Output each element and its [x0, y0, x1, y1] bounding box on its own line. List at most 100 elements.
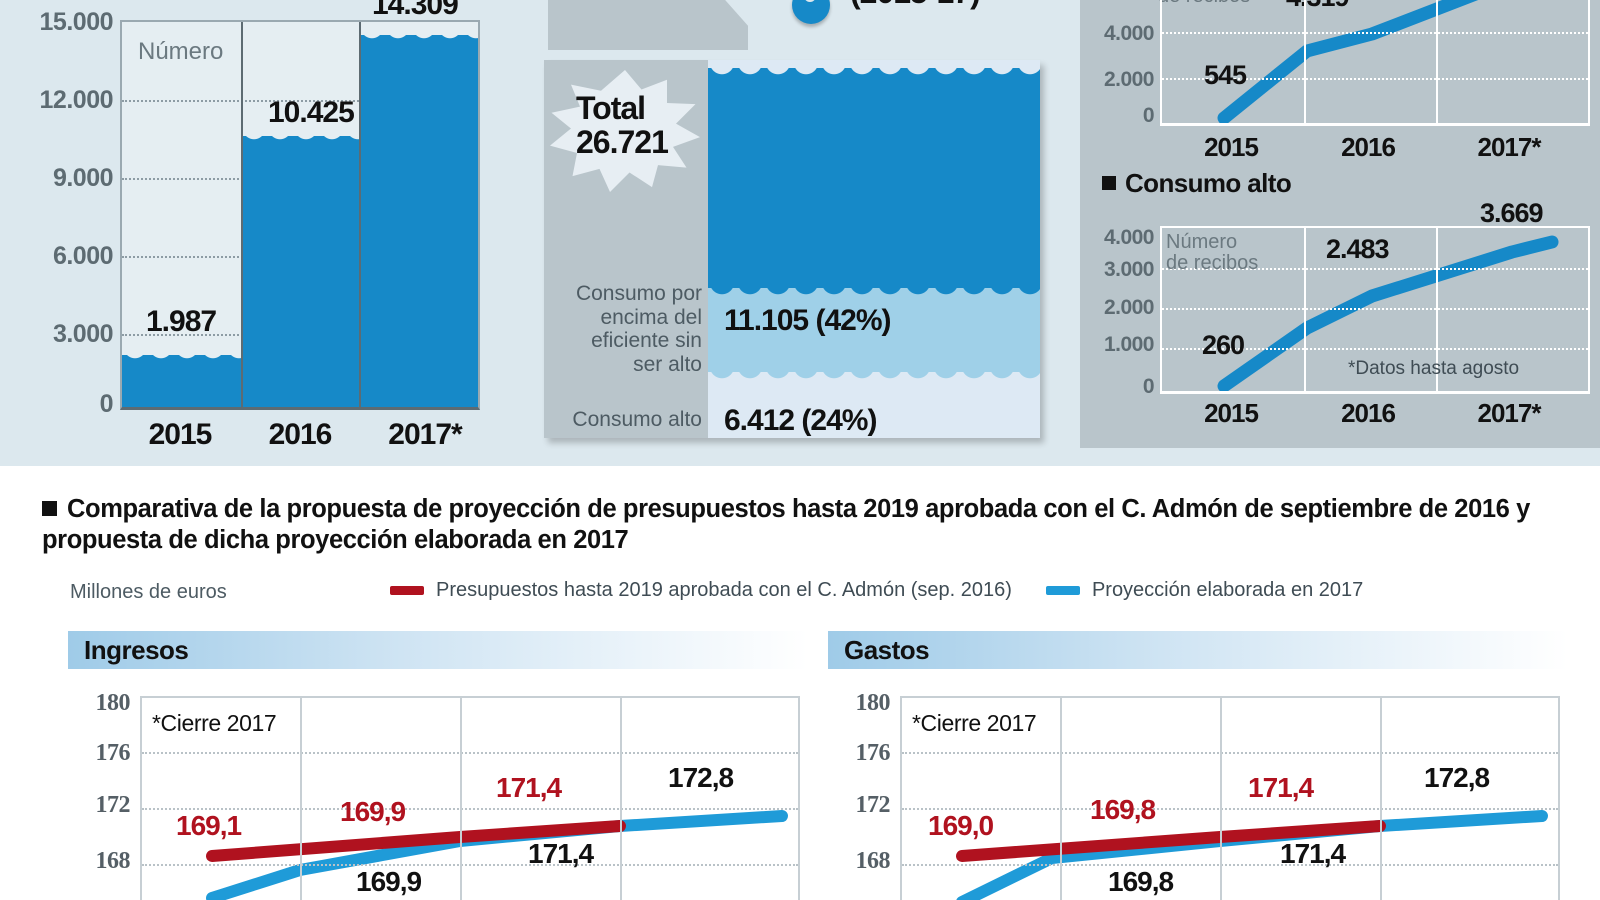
gastos-blk-2018: 171,4 [1280, 838, 1346, 869]
mini-bottom-value-2017: 3.669 [1480, 198, 1544, 228]
mini-bottom-x-tick: 2015 [1204, 398, 1259, 428]
pool-value-medio-number: 11.105 [724, 304, 809, 337]
bar-chart-axis-note: Número [138, 38, 224, 65]
bar-value-2015: 1.987 [146, 305, 217, 338]
pool-value-medio: 11.105 (42%) [724, 304, 891, 338]
mini-top-y-tick: 0 [1142, 104, 1155, 127]
pool-total-value: 26.721 [576, 123, 669, 160]
legend-label-blue: Proyección elaborada en 2017 [1091, 579, 1364, 601]
gridline [902, 808, 1558, 810]
legend-item-presupuestos: Presupuestos hasta 2019 aprobada con el … [390, 579, 1012, 602]
mini-top-x-tick: 2017* [1477, 132, 1542, 162]
mini-bottom-line [1217, 235, 1559, 391]
mini-bottom-x-tick: 2017* [1477, 398, 1542, 428]
pool-container: Total 26.721 Consumo por encima del efic… [544, 60, 1040, 438]
gridline [902, 864, 1558, 866]
bar-value-2017: 14.309 [372, 0, 459, 21]
top-section: 15.000 12.000 9.000 6.000 3.000 0 [0, 0, 1600, 466]
pool-scallop-top [708, 60, 1040, 82]
column-divider [620, 698, 622, 900]
column-divider [359, 22, 362, 407]
y-tick: 3.000 [52, 320, 114, 348]
pool-layer-resto [708, 68, 1040, 288]
ingresos-blk-2018: 171,4 [528, 838, 594, 869]
mini-bottom-x-tick: 2016 [1341, 398, 1396, 428]
ingresos-red-2016: 169,1 [176, 810, 242, 841]
mini-top-axis-note: de recibos [1158, 0, 1250, 7]
bullet-square-icon [1102, 176, 1116, 190]
mini-bottom-plot-area [1160, 226, 1590, 394]
legend-label-red: Presupuestos hasta 2019 aprobada con el … [436, 579, 1012, 601]
mini-top-value-2015: 545 [1204, 60, 1247, 90]
gastos-blk-2019: 172,8 [1424, 762, 1490, 793]
mini-top-x-tick: 2016 [1341, 132, 1396, 162]
x-tick-2017: 2017* [388, 418, 462, 451]
pool-scallop-mid [708, 280, 1040, 302]
ingresos-blk-2017: 169,9 [356, 866, 422, 897]
gridline [142, 752, 798, 754]
bar-chart-panel: 15.000 12.000 9.000 6.000 3.000 0 [0, 0, 540, 466]
pool-stack [708, 60, 1040, 438]
bar-value-2016: 10.425 [268, 96, 355, 129]
gridline [122, 100, 478, 102]
gastos-red-2017: 169,8 [1090, 794, 1156, 825]
mini-top-x-tick: 2015 [1204, 132, 1259, 162]
ingresos-y-tick: 172 [95, 792, 131, 818]
gridline [142, 808, 798, 810]
gastos-chart: 180 176 172 168 *Cierre 2017 169,0 169,8… [828, 688, 1568, 900]
mini-bottom-y-tick: 0 [1142, 375, 1155, 398]
mini-top-value-2016: 4.319 [1286, 0, 1350, 13]
column-divider [240, 22, 243, 407]
gastos-blk-2017: 169,8 [1108, 866, 1174, 897]
pool-value-alto-number: 6.412 [724, 404, 795, 437]
gastos-y-tick: 172 [855, 792, 891, 818]
ingresos-y-tick: 168 [95, 848, 131, 874]
ingresos-red-2017: 169,9 [340, 796, 406, 827]
bullet-square-icon [42, 501, 57, 516]
pool-value-alto: 6.412 (24%) [724, 404, 877, 438]
mini-bottom-y-tick: 3.000 [1103, 258, 1155, 281]
gridline [1162, 268, 1588, 270]
mini-top-y-tick: 4.000 [1103, 22, 1155, 45]
gastos-plot-area [900, 696, 1560, 900]
mini-bottom-axis-note: Número de recibos [1166, 231, 1259, 274]
gastos-note: *Cierre 2017 [912, 710, 1037, 736]
pool-scallop-bottom [708, 364, 1040, 386]
y-tick: 6.000 [52, 242, 114, 270]
column-divider [1304, 228, 1306, 391]
mini-top-plot-area [1160, 0, 1590, 126]
gridline [1162, 32, 1588, 34]
x-tick-2015: 2015 [148, 418, 213, 451]
mini-top-line [1217, 0, 1479, 123]
gridline [1162, 308, 1588, 310]
mini-charts-panel: de recibos 4.319 4.000 2.000 0 545 2015 … [1080, 0, 1600, 448]
gridline [1162, 78, 1588, 80]
y-tick: 9.000 [52, 164, 114, 192]
gastos-red-2016: 169,0 [928, 810, 994, 841]
column-divider [1060, 698, 1062, 900]
callout-years-label: (2015-17) [850, 0, 981, 11]
gastos-y-tick: 176 [855, 740, 891, 766]
units-label: Millones de euros [70, 581, 227, 603]
column-divider [1436, 0, 1438, 123]
gridline [1162, 348, 1588, 350]
gastos-red-2018: 171,4 [1248, 772, 1314, 803]
pool-total: Total 26.721 [576, 91, 669, 160]
column-divider [1380, 698, 1382, 900]
ingresos-plot-area [140, 696, 800, 900]
gridline [142, 864, 798, 866]
pool-value-alto-pct: (24%) [801, 404, 877, 437]
pool-caption-medio: Consumo por encima del eficiente sin ser… [575, 282, 702, 376]
y-tick: 0 [99, 390, 114, 418]
subheader-ingresos: Ingresos [68, 631, 808, 669]
mini-bottom-value-2016: 2.483 [1326, 234, 1390, 264]
legend-item-proyeccion: Proyección elaborada en 2017 [1045, 579, 1364, 602]
bottom-section: Comparativa de la propuesta de proyecció… [0, 466, 1600, 900]
pool-value-medio-pct: (42%) [815, 304, 891, 337]
legend: Presupuestos hasta 2019 aprobada con el … [390, 579, 1363, 602]
callout-dot-icon [792, 0, 830, 24]
subheader-ingresos-label: Ingresos [84, 634, 189, 665]
mini-bottom-value-2015: 260 [1202, 330, 1245, 360]
section-headline: Comparativa de la propuesta de proyecció… [42, 495, 1530, 554]
subheader-gastos: Gastos [828, 631, 1568, 669]
